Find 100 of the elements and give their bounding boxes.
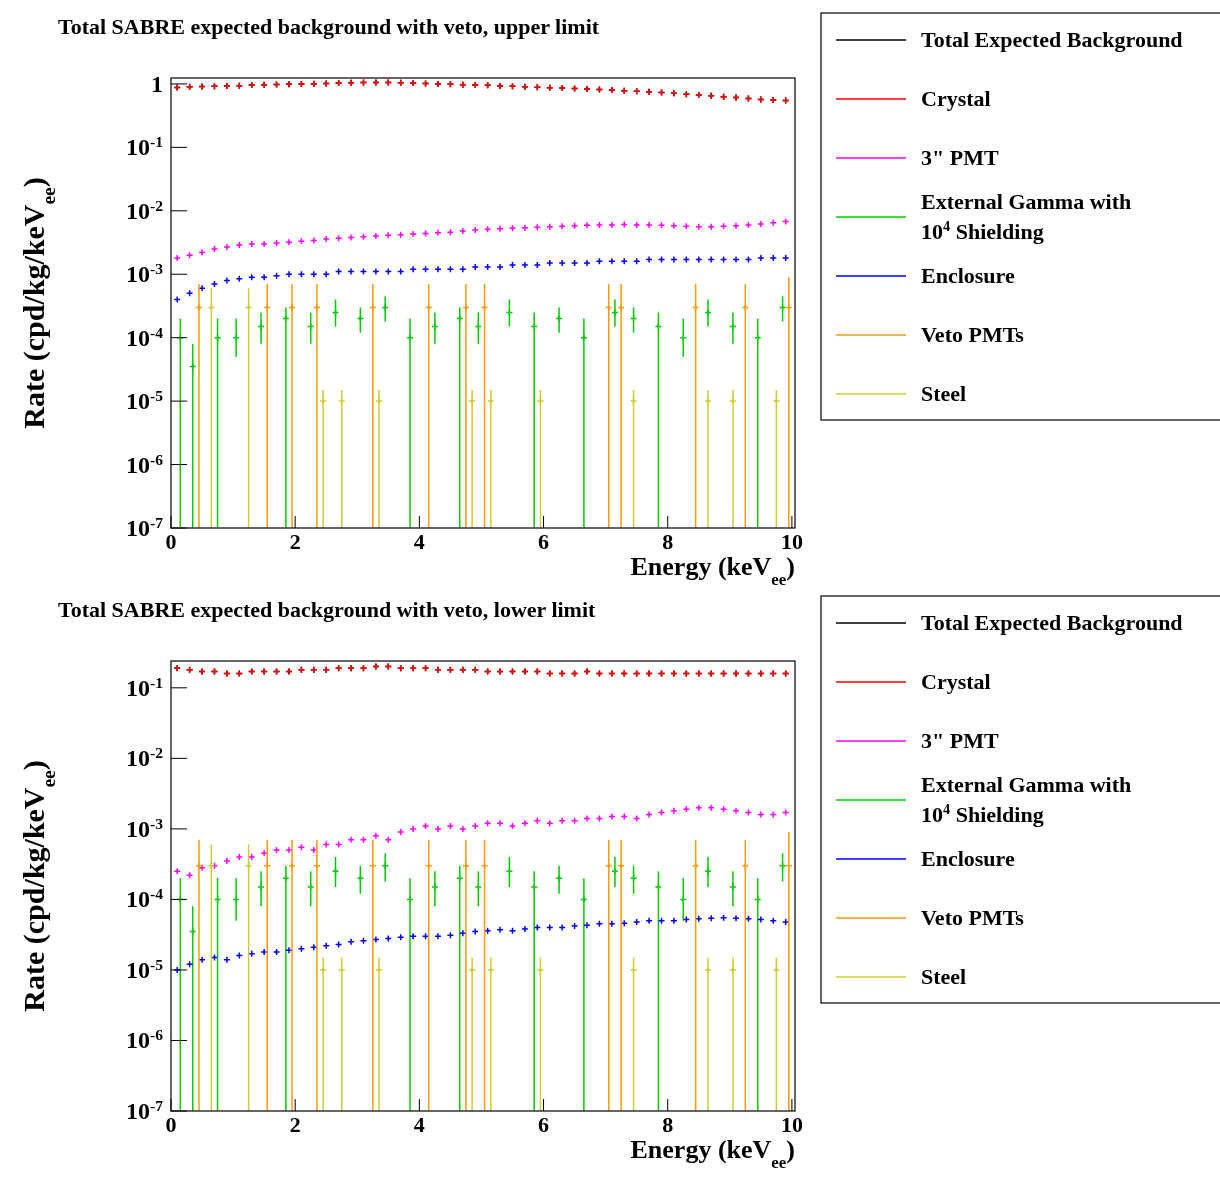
y-tick-label: 1 — [151, 70, 163, 97]
x-tick-label: 2 — [289, 529, 301, 554]
point — [670, 222, 678, 230]
point — [785, 862, 793, 870]
point — [285, 846, 293, 854]
y-tick-label: 10$^{-5}$ — [126, 955, 164, 983]
legend-label: Enclosure — [921, 846, 1015, 871]
point — [732, 222, 740, 230]
point — [347, 938, 355, 946]
legend-label: Crystal — [921, 86, 991, 111]
point — [617, 862, 625, 870]
point — [487, 397, 495, 405]
point — [521, 261, 529, 269]
x-tick-label: 4 — [413, 529, 425, 554]
point — [369, 862, 377, 870]
point — [288, 862, 296, 870]
point — [608, 221, 616, 229]
legend-label: Total Expected Background — [921, 610, 1183, 635]
point — [496, 263, 504, 271]
point — [223, 857, 231, 865]
chart-title: Total SABRE expected background with veto, lower limit — [58, 597, 597, 622]
point — [471, 822, 479, 830]
point — [496, 926, 504, 934]
legend-label: Enclosure — [921, 263, 1015, 288]
point — [431, 883, 439, 891]
x-tick-label: 10 — [780, 1112, 803, 1137]
point — [695, 223, 703, 231]
legend-label: 3" PMT — [921, 145, 999, 170]
y-tick-label: 10$^{-4}$ — [126, 323, 164, 351]
x-tick-label: 0 — [165, 529, 177, 554]
point — [381, 862, 389, 870]
point — [285, 238, 293, 246]
x-tick-label: 10 — [780, 529, 803, 554]
point — [434, 265, 442, 273]
point — [521, 925, 529, 933]
legend-label: Crystal — [921, 669, 991, 694]
x-tick-label: 6 — [538, 529, 550, 554]
point — [322, 270, 330, 278]
point — [319, 966, 327, 974]
point — [409, 230, 417, 238]
y-tick-label: 10$^{-5}$ — [126, 386, 164, 415]
point — [471, 263, 479, 271]
chart-title: Total SABRE expected background with veto, upper limit — [58, 14, 600, 39]
x-tick-label: 8 — [662, 1112, 674, 1137]
point — [471, 226, 479, 234]
y-tick-label: 10$^{-2}$ — [126, 743, 164, 772]
point — [487, 966, 495, 974]
y-tick-label: 10$^{-4}$ — [126, 884, 164, 913]
x-tick-label: 8 — [662, 529, 674, 554]
point — [434, 229, 442, 237]
point — [322, 942, 330, 950]
point — [558, 817, 566, 825]
point — [409, 265, 417, 273]
point — [282, 874, 290, 882]
point — [459, 825, 467, 833]
y-tick-label: 10$^{-7}$ — [126, 513, 164, 541]
point — [530, 883, 538, 891]
x-tick-label: 2 — [289, 1112, 301, 1137]
legend-label: Veto PMTs — [921, 905, 1025, 930]
y-tick-label: 10$^{-3}$ — [126, 814, 164, 842]
point — [260, 273, 268, 281]
point — [375, 966, 383, 974]
point — [468, 397, 476, 405]
x-tick-label: 4 — [413, 1112, 425, 1137]
point — [704, 397, 712, 405]
legend-label: Total Expected Background — [921, 27, 1183, 52]
legend-label: Veto PMTs — [921, 322, 1025, 347]
point — [704, 966, 712, 974]
point — [260, 948, 268, 956]
point — [521, 224, 529, 232]
point — [347, 836, 355, 844]
point — [310, 270, 318, 278]
point — [459, 227, 467, 235]
point — [257, 883, 265, 891]
y-tick-label: 10$^{-1}$ — [126, 673, 163, 701]
point — [608, 920, 616, 928]
point — [173, 254, 181, 262]
y-tick-label: 10$^{-7}$ — [126, 1096, 164, 1124]
point — [313, 862, 321, 870]
point — [558, 259, 566, 267]
x-tick-label: 0 — [165, 1112, 177, 1137]
point — [372, 232, 380, 240]
point — [695, 915, 703, 923]
point — [729, 397, 737, 405]
point — [310, 943, 318, 951]
point — [434, 825, 442, 833]
point — [260, 240, 268, 248]
point — [670, 807, 678, 815]
point — [645, 221, 653, 229]
y-tick-label: 10$^{-1}$ — [126, 132, 163, 161]
point — [310, 846, 318, 854]
point — [707, 223, 715, 231]
point — [223, 243, 231, 251]
point — [462, 862, 470, 870]
legend-label: External Gamma with 10$^{4}$ Shielding — [921, 189, 1132, 244]
y-tick-label: 10$^{-2}$ — [126, 196, 164, 224]
point — [729, 883, 737, 891]
legend-label: 3" PMT — [921, 728, 999, 753]
point — [496, 225, 504, 233]
y-tick-label: 10$^{-6}$ — [126, 1025, 164, 1054]
